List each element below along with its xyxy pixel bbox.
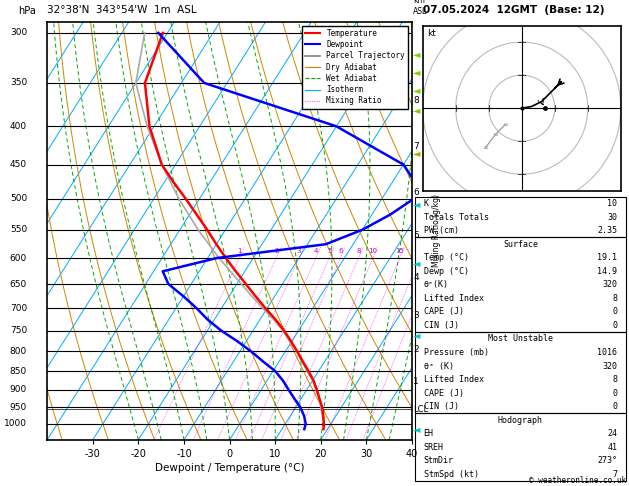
Text: ◄: ◄ bbox=[413, 105, 421, 115]
Text: 19.1: 19.1 bbox=[598, 253, 618, 262]
Text: Pressure (mb): Pressure (mb) bbox=[423, 348, 489, 357]
Text: ◄: ◄ bbox=[413, 199, 421, 208]
Text: Lifted Index: Lifted Index bbox=[423, 294, 484, 303]
Text: ◄: ◄ bbox=[413, 86, 421, 96]
Text: Dewp (°C): Dewp (°C) bbox=[423, 267, 469, 276]
Text: 320: 320 bbox=[603, 280, 618, 289]
Text: θᵉ (K): θᵉ (K) bbox=[423, 362, 454, 370]
Text: StmSpd (kt): StmSpd (kt) bbox=[423, 470, 479, 479]
Text: 4: 4 bbox=[413, 273, 419, 282]
Text: 3: 3 bbox=[297, 248, 301, 254]
Text: PW (cm): PW (cm) bbox=[423, 226, 459, 235]
Text: 500: 500 bbox=[10, 194, 27, 203]
Text: ◄: ◄ bbox=[413, 330, 421, 340]
Text: ∞: ∞ bbox=[503, 122, 508, 128]
Text: 6: 6 bbox=[338, 248, 343, 254]
Legend: Temperature, Dewpoint, Parcel Trajectory, Dry Adiabat, Wet Adiabat, Isotherm, Mi: Temperature, Dewpoint, Parcel Trajectory… bbox=[302, 26, 408, 108]
Text: 10: 10 bbox=[608, 199, 618, 208]
Text: ◄: ◄ bbox=[413, 424, 421, 434]
Text: 0: 0 bbox=[613, 389, 618, 398]
Text: 30: 30 bbox=[608, 213, 618, 222]
Text: 320: 320 bbox=[603, 362, 618, 370]
Text: 15: 15 bbox=[395, 248, 404, 254]
Text: 800: 800 bbox=[10, 347, 27, 356]
Text: 0: 0 bbox=[613, 308, 618, 316]
Text: 400: 400 bbox=[10, 122, 27, 131]
Text: 350: 350 bbox=[10, 78, 27, 87]
Text: 2: 2 bbox=[413, 345, 419, 354]
Text: 550: 550 bbox=[10, 226, 27, 234]
Text: 5: 5 bbox=[327, 248, 331, 254]
Text: © weatheronline.co.uk: © weatheronline.co.uk bbox=[529, 476, 626, 485]
Text: 700: 700 bbox=[10, 304, 27, 312]
Text: 0: 0 bbox=[613, 402, 618, 411]
Text: 24: 24 bbox=[608, 429, 618, 438]
Text: 600: 600 bbox=[10, 254, 27, 262]
X-axis label: Dewpoint / Temperature (°C): Dewpoint / Temperature (°C) bbox=[155, 463, 304, 473]
Text: 300: 300 bbox=[10, 28, 27, 37]
Text: Lifted Index: Lifted Index bbox=[423, 375, 484, 384]
Text: 6: 6 bbox=[413, 188, 419, 197]
Text: 10: 10 bbox=[369, 248, 377, 254]
Text: K: K bbox=[423, 199, 428, 208]
Bar bbox=[415, 197, 626, 238]
Text: ∞: ∞ bbox=[493, 132, 498, 138]
Text: 1: 1 bbox=[237, 248, 242, 254]
Text: 32°38'N  343°54'W  1m  ASL: 32°38'N 343°54'W 1m ASL bbox=[47, 4, 197, 15]
Text: Totals Totals: Totals Totals bbox=[423, 213, 489, 222]
Text: 4: 4 bbox=[314, 248, 318, 254]
Text: 8: 8 bbox=[356, 248, 360, 254]
Bar bbox=[415, 238, 626, 332]
Text: 14.9: 14.9 bbox=[598, 267, 618, 276]
Text: 750: 750 bbox=[10, 326, 27, 335]
Text: 7: 7 bbox=[613, 470, 618, 479]
Text: Surface: Surface bbox=[503, 240, 538, 249]
Text: 850: 850 bbox=[10, 367, 27, 376]
Text: 07.05.2024  12GMT  (Base: 12): 07.05.2024 12GMT (Base: 12) bbox=[423, 4, 604, 15]
Text: 1: 1 bbox=[413, 377, 419, 386]
Text: 1000: 1000 bbox=[4, 419, 27, 429]
Text: 5: 5 bbox=[413, 231, 419, 240]
Text: ∞: ∞ bbox=[482, 145, 488, 151]
Text: 7: 7 bbox=[413, 141, 419, 151]
Text: 650: 650 bbox=[10, 279, 27, 289]
Text: ◄: ◄ bbox=[413, 50, 421, 59]
Text: 3: 3 bbox=[413, 311, 419, 319]
Text: 8: 8 bbox=[613, 294, 618, 303]
Text: StmDir: StmDir bbox=[423, 456, 454, 465]
Text: Hodograph: Hodograph bbox=[498, 416, 543, 425]
Text: Temp (°C): Temp (°C) bbox=[423, 253, 469, 262]
Text: km
ASL: km ASL bbox=[413, 0, 427, 16]
Text: 8: 8 bbox=[413, 96, 419, 104]
Text: 2: 2 bbox=[274, 248, 279, 254]
Text: ◄: ◄ bbox=[413, 258, 421, 268]
Text: CAPE (J): CAPE (J) bbox=[423, 308, 464, 316]
Text: 273°: 273° bbox=[598, 456, 618, 465]
Text: 1016: 1016 bbox=[598, 348, 618, 357]
Text: ◄: ◄ bbox=[413, 149, 421, 158]
Text: 0: 0 bbox=[613, 321, 618, 330]
Text: SREH: SREH bbox=[423, 443, 443, 452]
Text: Most Unstable: Most Unstable bbox=[488, 334, 553, 344]
Text: 950: 950 bbox=[10, 403, 27, 412]
Text: 900: 900 bbox=[10, 385, 27, 394]
Text: kt: kt bbox=[426, 29, 435, 38]
Text: EH: EH bbox=[423, 429, 433, 438]
Bar bbox=[415, 332, 626, 414]
Text: 41: 41 bbox=[608, 443, 618, 452]
Text: CIN (J): CIN (J) bbox=[423, 321, 459, 330]
Text: hPa: hPa bbox=[18, 6, 36, 16]
Text: LCL: LCL bbox=[413, 404, 428, 414]
Text: CIN (J): CIN (J) bbox=[423, 402, 459, 411]
Text: 2.35: 2.35 bbox=[598, 226, 618, 235]
Text: ◄: ◄ bbox=[413, 67, 421, 77]
Text: 450: 450 bbox=[10, 160, 27, 169]
Text: Mixing Ratio (g/kg): Mixing Ratio (g/kg) bbox=[432, 194, 441, 267]
Text: θᵉ(K): θᵉ(K) bbox=[423, 280, 448, 289]
Text: CAPE (J): CAPE (J) bbox=[423, 389, 464, 398]
Bar bbox=[415, 414, 626, 481]
Text: 8: 8 bbox=[613, 375, 618, 384]
